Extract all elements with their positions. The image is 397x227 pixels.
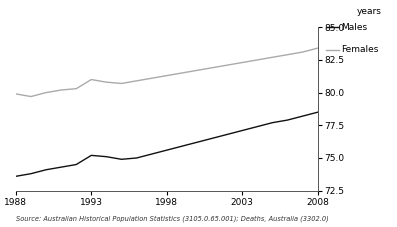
Females	[119, 82, 124, 85]
Males	[134, 157, 139, 159]
Males	[104, 155, 109, 158]
Text: years: years	[357, 7, 382, 16]
Males	[89, 154, 94, 157]
Females	[149, 77, 154, 80]
Males	[255, 125, 260, 128]
Males	[300, 115, 305, 118]
Males	[59, 166, 64, 168]
Females	[89, 78, 94, 81]
Females	[164, 74, 169, 77]
Females	[44, 91, 48, 94]
Males	[13, 175, 18, 178]
Females	[179, 72, 184, 74]
Line: Females: Females	[16, 48, 318, 96]
Text: Males: Males	[341, 23, 368, 32]
Females	[29, 95, 33, 98]
Females	[315, 47, 320, 49]
Males	[44, 168, 48, 171]
Males	[149, 153, 154, 155]
Males	[195, 141, 199, 144]
Females	[285, 53, 290, 56]
Males	[74, 163, 79, 166]
Males	[164, 149, 169, 151]
Males	[210, 137, 214, 140]
Males	[225, 133, 229, 136]
Males	[240, 129, 245, 132]
Males	[179, 145, 184, 148]
Males	[315, 111, 320, 114]
Males	[270, 121, 275, 124]
Females	[74, 87, 79, 90]
Males	[285, 119, 290, 121]
Line: Males: Males	[16, 112, 318, 176]
Females	[134, 79, 139, 82]
Females	[300, 51, 305, 53]
Females	[195, 69, 199, 72]
Females	[240, 61, 245, 64]
Females	[59, 89, 64, 91]
Males	[29, 172, 33, 175]
Females	[255, 59, 260, 61]
Females	[225, 64, 229, 67]
Females	[210, 67, 214, 69]
Text: Females: Females	[341, 45, 379, 54]
Females	[13, 93, 18, 95]
Text: Source: Australian Historical Population Statistics (3105.0.65.001); Deaths, Aus: Source: Australian Historical Population…	[16, 216, 329, 222]
Females	[270, 56, 275, 59]
Males	[119, 158, 124, 161]
Females	[104, 81, 109, 84]
